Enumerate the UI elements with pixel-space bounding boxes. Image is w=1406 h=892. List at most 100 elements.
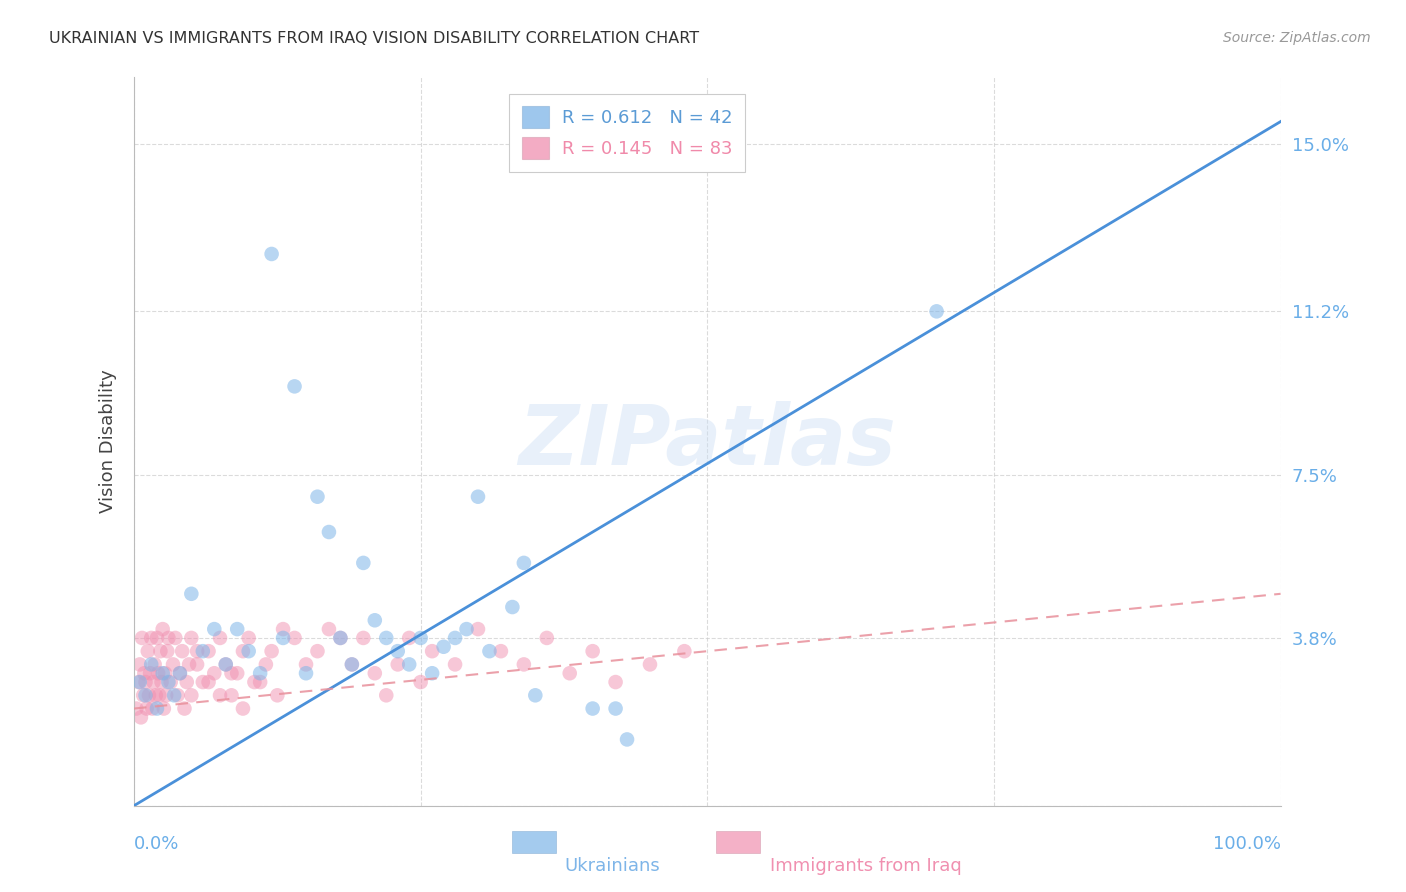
- Point: [232, 701, 254, 715]
- Point: [558, 666, 581, 681]
- Point: [141, 631, 163, 645]
- Y-axis label: Vision Disability: Vision Disability: [100, 369, 117, 514]
- Point: [141, 657, 163, 672]
- Point: [180, 688, 202, 702]
- Point: [135, 701, 157, 715]
- Point: [409, 631, 432, 645]
- Point: [138, 688, 160, 702]
- Point: [271, 622, 294, 636]
- Point: [146, 701, 169, 715]
- Text: 100.0%: 100.0%: [1212, 835, 1281, 853]
- Point: [340, 657, 363, 672]
- Point: [420, 666, 443, 681]
- Point: [169, 666, 191, 681]
- Point: [524, 688, 547, 702]
- Point: [142, 675, 165, 690]
- Point: [202, 666, 225, 681]
- Point: [352, 631, 374, 645]
- Point: [134, 675, 156, 690]
- Point: [536, 631, 558, 645]
- Point: [149, 644, 172, 658]
- Point: [208, 631, 231, 645]
- Point: [165, 631, 187, 645]
- Point: [191, 644, 214, 658]
- Point: [132, 688, 155, 702]
- Point: [260, 247, 283, 261]
- Point: [375, 688, 398, 702]
- Point: [456, 622, 478, 636]
- Point: [387, 657, 409, 672]
- Point: [605, 675, 627, 690]
- Point: [283, 379, 305, 393]
- Point: [467, 490, 489, 504]
- Point: [180, 631, 202, 645]
- Point: [271, 631, 294, 645]
- Point: [226, 622, 249, 636]
- Point: [162, 657, 184, 672]
- Text: UKRAINIAN VS IMMIGRANTS FROM IRAQ VISION DISABILITY CORRELATION CHART: UKRAINIAN VS IMMIGRANTS FROM IRAQ VISION…: [49, 31, 699, 46]
- Point: [156, 644, 179, 658]
- Point: [513, 657, 536, 672]
- Point: [260, 644, 283, 658]
- Point: [129, 710, 152, 724]
- Point: [238, 644, 260, 658]
- Point: [420, 644, 443, 658]
- Point: [582, 701, 605, 715]
- Point: [243, 675, 266, 690]
- Point: [318, 524, 340, 539]
- Point: [152, 622, 174, 636]
- Point: [307, 490, 329, 504]
- Point: [444, 631, 467, 645]
- Point: [266, 688, 288, 702]
- Point: [352, 556, 374, 570]
- Point: [143, 657, 166, 672]
- Point: [467, 622, 489, 636]
- Point: [208, 688, 231, 702]
- Point: [153, 666, 176, 681]
- Point: [307, 644, 329, 658]
- Point: [148, 688, 170, 702]
- Point: [433, 640, 456, 654]
- Point: [128, 657, 150, 672]
- Point: [409, 675, 432, 690]
- Point: [202, 622, 225, 636]
- Point: [329, 631, 352, 645]
- Point: [128, 675, 150, 690]
- Point: [163, 688, 186, 702]
- Text: Source: ZipAtlas.com: Source: ZipAtlas.com: [1223, 31, 1371, 45]
- Point: [398, 631, 420, 645]
- Point: [501, 600, 523, 615]
- Point: [318, 622, 340, 636]
- Point: [173, 701, 195, 715]
- Point: [197, 675, 219, 690]
- Point: [638, 657, 661, 672]
- Point: [254, 657, 277, 672]
- Point: [139, 666, 162, 681]
- Point: [398, 657, 420, 672]
- Point: [249, 675, 271, 690]
- FancyBboxPatch shape: [512, 831, 555, 853]
- Point: [513, 556, 536, 570]
- Point: [166, 688, 188, 702]
- Point: [153, 701, 176, 715]
- Point: [329, 631, 352, 645]
- Point: [925, 304, 948, 318]
- Point: [340, 657, 363, 672]
- Point: [150, 675, 173, 690]
- FancyBboxPatch shape: [717, 831, 761, 853]
- Point: [186, 657, 208, 672]
- Point: [232, 644, 254, 658]
- Point: [605, 701, 627, 715]
- Point: [238, 631, 260, 645]
- Point: [176, 675, 198, 690]
- Text: ZIPatlas: ZIPatlas: [519, 401, 896, 482]
- Point: [155, 688, 177, 702]
- Point: [197, 644, 219, 658]
- Point: [169, 666, 191, 681]
- Point: [146, 631, 169, 645]
- Point: [157, 631, 180, 645]
- Point: [364, 613, 387, 627]
- Point: [125, 701, 148, 715]
- Point: [186, 644, 208, 658]
- Point: [172, 644, 194, 658]
